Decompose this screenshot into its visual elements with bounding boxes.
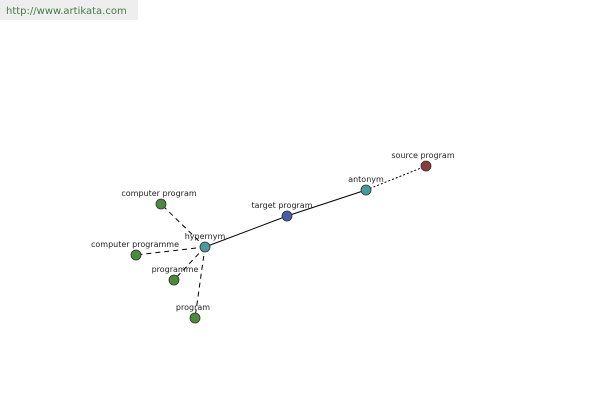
edge: [365, 165, 427, 191]
node[interactable]: [130, 249, 142, 261]
node-label[interactable]: computer program: [121, 189, 196, 198]
edge: [135, 246, 206, 256]
edge: [286, 189, 367, 217]
edge: [204, 215, 288, 248]
node-label[interactable]: source program: [391, 151, 454, 160]
node-label[interactable]: programme: [152, 265, 199, 274]
node-label[interactable]: target program: [251, 201, 312, 210]
node[interactable]: [155, 198, 167, 210]
node-label[interactable]: program: [176, 303, 210, 312]
node[interactable]: [189, 312, 201, 324]
node-label[interactable]: computer programme: [91, 240, 179, 249]
node[interactable]: [360, 184, 372, 196]
node[interactable]: [281, 210, 293, 222]
edge: [160, 203, 206, 248]
node-label[interactable]: antonym: [348, 175, 384, 184]
node[interactable]: [168, 274, 180, 286]
node[interactable]: [199, 241, 211, 253]
node[interactable]: [420, 160, 432, 172]
url[interactable]: http://www.artikata.com: [6, 6, 127, 17]
url-box: [0, 0, 138, 20]
edge: [173, 246, 206, 281]
edge: [194, 246, 206, 319]
node-label[interactable]: hypernym: [185, 232, 226, 241]
